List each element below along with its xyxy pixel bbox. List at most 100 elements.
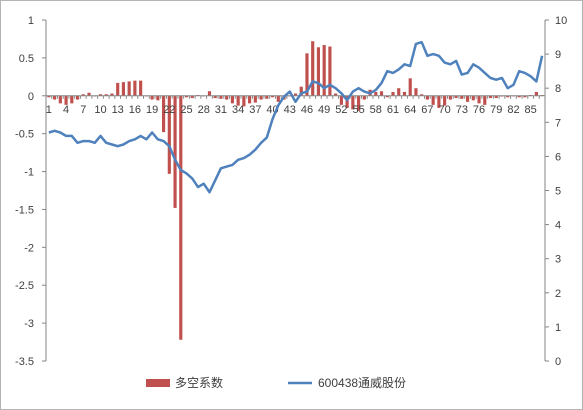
- bar: [448, 95, 452, 100]
- x-tick-label: 82: [507, 104, 519, 116]
- x-tick-label: 55: [352, 104, 364, 116]
- x-tick-label: 79: [490, 104, 502, 116]
- right-tick-label: 2: [555, 288, 561, 300]
- bar: [471, 95, 475, 101]
- bar: [207, 91, 212, 96]
- right-tick-label: 5: [555, 186, 561, 198]
- bar: [47, 95, 51, 98]
- bar: [75, 95, 80, 100]
- legend-line-label: 600438通威股份: [318, 376, 406, 390]
- bar: [248, 95, 252, 104]
- left-tick-label: -1: [24, 167, 34, 179]
- right-tick-label: 10: [555, 15, 567, 27]
- bar: [460, 95, 464, 99]
- zero-axis: 1 4 7 10 13 16 19 22 25 28 31 34 37 40 43 46 49 52 55 58 61 6…: [45, 95, 546, 116]
- bar: [517, 95, 521, 98]
- bar: [139, 80, 143, 96]
- bar: [236, 95, 240, 106]
- bar: [534, 91, 538, 96]
- bar: [311, 41, 315, 96]
- bar: [276, 95, 280, 102]
- bar: [58, 95, 62, 104]
- bar: [53, 95, 57, 100]
- bar: [219, 95, 223, 99]
- right-tick-label: 3: [555, 254, 561, 266]
- bar: [179, 95, 183, 340]
- bar: [402, 91, 407, 96]
- bar: [494, 95, 498, 99]
- bar: [506, 95, 510, 98]
- bar: [173, 95, 177, 208]
- bar: [379, 91, 384, 96]
- bar: [133, 80, 137, 96]
- x-tick-label: 76: [473, 104, 485, 116]
- bar: [242, 95, 246, 107]
- x-tick-label: 49: [318, 104, 330, 116]
- right-tick-label: 6: [555, 151, 561, 163]
- bar: [156, 95, 160, 101]
- bar: [81, 94, 85, 96]
- bar: [397, 88, 401, 96]
- bar: [420, 94, 424, 96]
- x-tick-label: 1: [46, 104, 52, 116]
- bar: [259, 95, 263, 100]
- left-tick-label: -1.5: [15, 204, 34, 216]
- right-tick-label: 4: [555, 220, 561, 232]
- left-tick-label: -2.5: [15, 280, 34, 292]
- bar: [328, 46, 332, 96]
- bar: [414, 88, 418, 96]
- x-tick-label: 25: [180, 104, 192, 116]
- bar: [391, 91, 395, 96]
- bar: [299, 86, 303, 96]
- right-tick-label: 8: [555, 83, 561, 95]
- x-tick-label: 70: [439, 104, 451, 116]
- bar: [162, 95, 166, 133]
- bar: [454, 95, 458, 99]
- bar: [425, 95, 429, 100]
- bar: [265, 95, 269, 99]
- bar-series: [47, 41, 544, 340]
- x-tick-label: 58: [370, 104, 382, 116]
- x-tick-label: 61: [387, 104, 399, 116]
- x-tick-label: 73: [456, 104, 468, 116]
- bar: [408, 78, 412, 96]
- right-tick-label: 9: [555, 49, 561, 61]
- left-tick-label: 1: [28, 15, 34, 27]
- bar: [431, 95, 435, 105]
- legend-bar-label: 多空系数: [175, 375, 223, 390]
- bar: [253, 95, 257, 103]
- x-tick-label: 22: [163, 104, 175, 116]
- x-tick-label: 46: [301, 104, 313, 116]
- x-tick-label: 19: [146, 104, 158, 116]
- bar: [523, 95, 527, 98]
- bar: [322, 45, 326, 96]
- x-tick-label: 10: [94, 104, 106, 116]
- bar: [334, 93, 338, 96]
- bar: [362, 95, 366, 100]
- line-series: [48, 40, 544, 194]
- x-tick-label: 52: [335, 104, 347, 116]
- bar: [374, 91, 378, 96]
- bar: [225, 95, 229, 100]
- left-axis: 1 0.5 0 -0.5 -1 -1.5 -2 -2.5 -3 -3.5: [15, 15, 47, 368]
- bar: [116, 82, 120, 96]
- x-tick-label: 85: [525, 104, 537, 116]
- bar: [64, 95, 68, 105]
- bar: [87, 92, 91, 96]
- left-tick-label: -0.5: [15, 129, 34, 141]
- x-tick-label: 28: [198, 104, 210, 116]
- bar: [385, 95, 389, 98]
- bar: [483, 95, 487, 105]
- bar: [230, 95, 234, 104]
- bar: [477, 95, 481, 104]
- x-tick-label: 4: [63, 104, 69, 116]
- bar: [70, 95, 74, 104]
- bar: [127, 81, 131, 96]
- right-tick-label: 0: [555, 356, 561, 368]
- x-tick-label: 67: [421, 104, 433, 116]
- bar: [184, 95, 189, 98]
- left-tick-label: 0: [28, 91, 34, 103]
- x-tick-label: 34: [232, 104, 244, 116]
- left-tick-label: -3: [24, 318, 34, 330]
